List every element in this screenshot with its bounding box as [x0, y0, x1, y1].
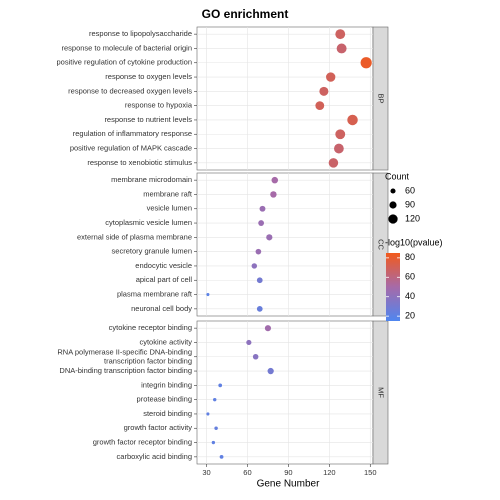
x-tick-label: 150 — [364, 468, 377, 477]
y-tick-label: DNA-binding transcription factor binding — [59, 366, 192, 375]
facet-label: CC — [377, 239, 386, 250]
y-tick-label: endocytic vesicle — [135, 261, 192, 270]
legend-dot — [388, 214, 398, 224]
colorbar-label: 40 — [405, 291, 415, 301]
y-tick-label: regulation of inflammatory response — [73, 129, 192, 138]
dot — [360, 57, 372, 69]
facet-strip — [372, 172, 389, 317]
dot — [328, 158, 339, 168]
dot — [246, 339, 252, 346]
dot — [214, 426, 218, 430]
y-tick-label: vesicle lumen — [147, 204, 192, 213]
legend-label: 60 — [405, 185, 415, 195]
y-tick-label: cytokine activity — [139, 337, 192, 346]
panel-background — [196, 172, 374, 317]
facet-label: BP — [377, 93, 386, 103]
dot — [206, 293, 210, 297]
dot — [335, 29, 346, 40]
dot — [335, 129, 346, 140]
panel-background — [196, 320, 374, 465]
y-tick-label: membrane raft — [143, 189, 193, 198]
y-tick-label: response to oxygen levels — [105, 72, 192, 81]
dot — [255, 248, 262, 255]
dot — [319, 86, 329, 96]
facet-strip — [372, 320, 389, 465]
y-tick-label: protease binding — [137, 395, 192, 404]
facet-strip — [372, 26, 389, 171]
dot — [336, 43, 347, 54]
y-tick-label: membrane microdomain — [111, 175, 192, 184]
chart-title: GO enrichment — [202, 7, 289, 21]
y-tick-label: positive regulation of cytokine producti… — [57, 58, 193, 67]
x-tick-label: 120 — [323, 468, 336, 477]
x-tick-label: 60 — [243, 468, 251, 477]
colorbar — [386, 253, 400, 321]
dot — [326, 72, 336, 82]
dot — [218, 383, 223, 388]
y-tick-label: growth factor activity — [124, 423, 193, 432]
colorbar-label: 60 — [405, 272, 415, 282]
y-tick-label: secretory granule lumen — [112, 247, 192, 256]
dot — [256, 277, 263, 284]
dot — [252, 353, 259, 360]
y-tick-label: steroid binding — [143, 409, 192, 418]
x-tick-label: 90 — [284, 468, 292, 477]
dot — [251, 263, 258, 269]
y-tick-label: plasma membrane raft — [117, 290, 193, 299]
y-tick-label: RNA polymerase II-specific DNA-binding tr… — [57, 347, 192, 365]
y-tick-label: growth factor receptor binding — [93, 438, 192, 447]
y-tick-label: response to nutrient levels — [104, 115, 192, 124]
legend-title: -log10(pvalue) — [385, 237, 443, 247]
dot — [211, 440, 216, 445]
y-tick-label: response to decreased oxygen levels — [68, 86, 192, 95]
dot — [271, 176, 279, 184]
y-tick-label: cytoplasmic vesicle lumen — [105, 218, 192, 227]
dot — [256, 305, 263, 312]
dot — [270, 191, 277, 198]
colorbar-label: 20 — [405, 311, 415, 321]
y-tick-label: apical part of cell — [136, 275, 193, 284]
y-tick-label: response to xenobiotic stimulus — [87, 158, 192, 167]
dot — [266, 234, 273, 241]
legend-label: 90 — [405, 199, 415, 209]
legend-title: Count — [385, 171, 410, 181]
dot — [315, 101, 325, 111]
legend-label: 120 — [405, 213, 420, 223]
dot — [259, 205, 266, 212]
dot — [258, 220, 265, 226]
dot — [347, 114, 358, 126]
y-tick-label: cytokine receptor binding — [109, 323, 192, 332]
y-tick-label: response to lipopolysaccharide — [89, 29, 192, 38]
facet-label: MF — [377, 387, 386, 398]
dot — [219, 454, 224, 459]
legend-dot — [389, 201, 397, 209]
y-tick-label: external side of plasma membrane — [77, 232, 192, 241]
dot — [206, 412, 210, 416]
colorbar-label: 80 — [405, 252, 415, 262]
x-tick-label: 30 — [202, 468, 210, 477]
y-tick-label: positive regulation of MAPK cascade — [70, 144, 192, 153]
dot — [213, 397, 217, 402]
y-tick-label: neuronal cell body — [131, 304, 192, 313]
dot — [264, 325, 272, 332]
y-tick-label: response to hypoxia — [125, 101, 193, 110]
y-tick-label: carboxylic acid binding — [117, 452, 192, 461]
dot — [333, 143, 344, 154]
x-axis-title: Gene Number — [257, 479, 320, 490]
y-tick-label: response to molecule of bacterial origin — [62, 43, 193, 52]
dot — [267, 367, 274, 375]
y-tick-label: integrin binding — [141, 380, 192, 389]
legend-dot — [390, 188, 396, 194]
